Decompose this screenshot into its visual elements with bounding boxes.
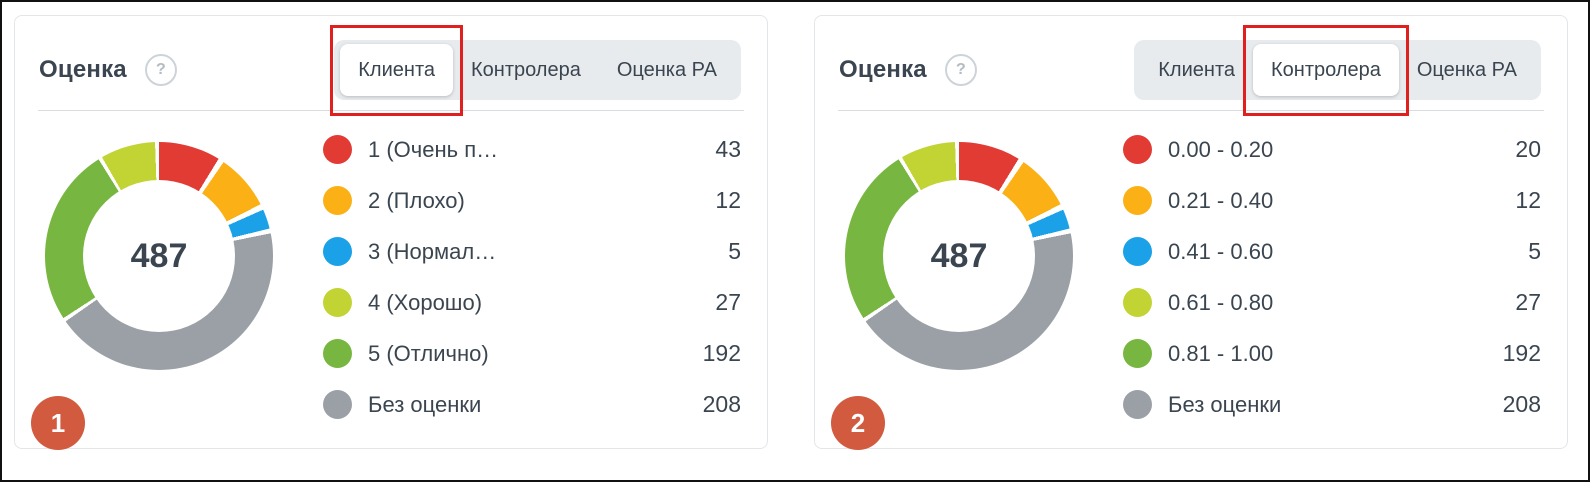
- legend-label: 0.21 - 0.40: [1168, 187, 1274, 213]
- tab-kontrolera[interactable]: Контролера: [471, 59, 581, 81]
- legend-label: 0.41 - 0.60: [1168, 238, 1274, 264]
- legend-label: 0.81 - 1.00: [1168, 340, 1274, 366]
- legend-label: 4 (Хорошо): [368, 289, 483, 315]
- legend-row: 1 (Очень п… 43: [323, 124, 741, 175]
- legend-color-dot: [323, 135, 352, 164]
- legend-color-dot: [323, 186, 352, 215]
- legend-label: 5 (Отлично): [368, 340, 489, 366]
- rating-panel-controller: Оценка ? Клиента Контролера Оценка РА 48…: [814, 15, 1568, 450]
- donut-chart: 487: [45, 142, 273, 370]
- legend-color-dot: [1123, 237, 1152, 266]
- legend-color-dot: [323, 237, 352, 266]
- legend-label: 1 (Очень п…: [368, 136, 499, 162]
- tab-klienta[interactable]: Клиента: [340, 44, 453, 96]
- help-icon[interactable]: ?: [144, 54, 177, 86]
- legend-value: 5: [728, 238, 741, 264]
- step-badge-1: 1: [31, 396, 85, 450]
- legend-row: Без оценки 208: [323, 379, 741, 430]
- page-title: Оценка: [839, 56, 927, 83]
- legend-label: Без оценки: [368, 391, 482, 417]
- panel-header: Оценка ? Клиента Контролера Оценка РА: [815, 16, 1567, 110]
- page-title: Оценка: [39, 56, 127, 83]
- header-divider: [838, 110, 1544, 111]
- legend-row: 0.61 - 0.80 27: [1123, 277, 1541, 328]
- legend-color-dot: [323, 339, 352, 368]
- legend-row: 2 (Плохо) 12: [323, 175, 741, 226]
- rating-panel-client: Оценка ? Клиента Контролера Оценка РА 48…: [14, 15, 768, 450]
- donut-total: 487: [930, 236, 988, 275]
- legend-value: 12: [1515, 187, 1541, 213]
- legend-value: 20: [1515, 136, 1541, 162]
- legend-value: 208: [702, 391, 741, 417]
- panel-header: Оценка ? Клиента Контролера Оценка РА: [15, 16, 767, 110]
- legend-color-dot: [1123, 135, 1152, 164]
- tab-group: Клиента Контролера Оценка РА: [1134, 40, 1541, 100]
- legend-row: 3 (Нормал… 5: [323, 226, 741, 277]
- legend-value: 208: [1502, 391, 1541, 417]
- legend-value: 27: [715, 289, 741, 315]
- donut-total: 487: [130, 236, 188, 275]
- legend-color-dot: [1123, 390, 1152, 419]
- donut-hole: 487: [83, 180, 235, 332]
- tab-group: Клиента Контролера Оценка РА: [334, 40, 741, 100]
- legend-row: 0.81 - 1.00 192: [1123, 328, 1541, 379]
- legend-value: 192: [702, 340, 741, 366]
- legend-value: 12: [715, 187, 741, 213]
- legend-row: 0.41 - 0.60 5: [1123, 226, 1541, 277]
- legend-row: 4 (Хорошо) 27: [323, 277, 741, 328]
- legend-value: 192: [1502, 340, 1541, 366]
- tab-otsenka-ra[interactable]: Оценка РА: [1416, 59, 1517, 81]
- donut-chart: 487: [845, 142, 1073, 370]
- legend-value: 5: [1528, 238, 1541, 264]
- legend-color-dot: [1123, 186, 1152, 215]
- legend-color-dot: [1123, 288, 1152, 317]
- legend-color-dot: [1123, 339, 1152, 368]
- legend-label: 3 (Нормал…: [368, 238, 497, 264]
- legend-color-dot: [323, 390, 352, 419]
- donut-hole: 487: [883, 180, 1035, 332]
- chart-legend: 0.00 - 0.20 20 0.21 - 0.40 12 0.41 - 0.6…: [1123, 124, 1541, 430]
- legend-color-dot: [323, 288, 352, 317]
- tab-otsenka-ra[interactable]: Оценка РА: [616, 59, 717, 81]
- chart-legend: 1 (Очень п… 43 2 (Плохо) 12 3 (Нормал… 5…: [323, 124, 741, 430]
- step-badge-2: 2: [831, 396, 885, 450]
- help-icon[interactable]: ?: [944, 54, 977, 86]
- legend-label: Без оценки: [1168, 391, 1282, 417]
- header-divider: [38, 110, 744, 111]
- legend-value: 43: [715, 136, 741, 162]
- tab-kontrolera[interactable]: Контролера: [1253, 44, 1399, 96]
- legend-row: 5 (Отлично) 192: [323, 328, 741, 379]
- legend-label: 2 (Плохо): [368, 187, 465, 213]
- legend-row: 0.21 - 0.40 12: [1123, 175, 1541, 226]
- legend-row: Без оценки 208: [1123, 379, 1541, 430]
- legend-row: 0.00 - 0.20 20: [1123, 124, 1541, 175]
- legend-label: 0.00 - 0.20: [1168, 136, 1274, 162]
- tab-klienta[interactable]: Клиента: [1158, 59, 1235, 81]
- legend-value: 27: [1515, 289, 1541, 315]
- legend-label: 0.61 - 0.80: [1168, 289, 1274, 315]
